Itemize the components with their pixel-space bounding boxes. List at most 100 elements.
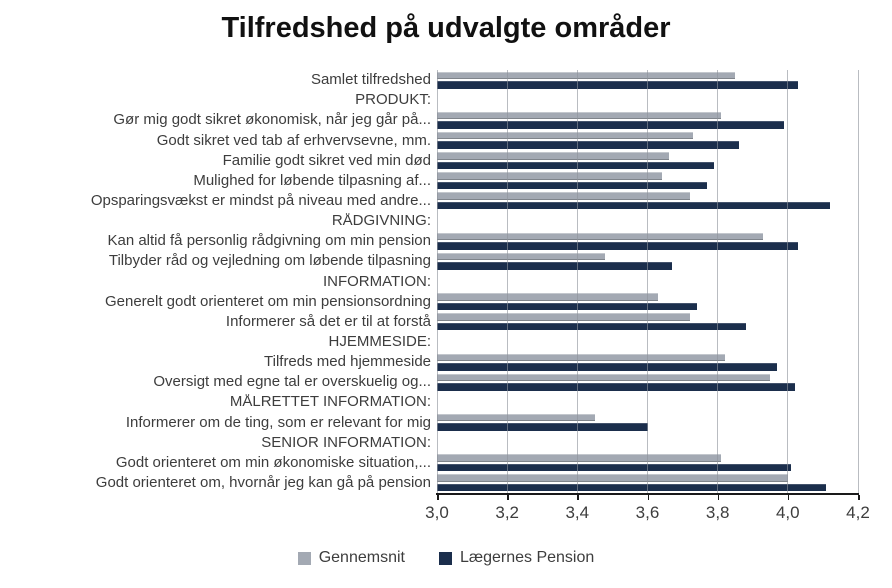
bar-cell: [437, 271, 858, 291]
bar-pair: [437, 151, 858, 171]
bar-gennemsnit: [437, 172, 662, 180]
legend-swatch-icon: [438, 551, 452, 565]
x-tick-mark: [858, 495, 860, 500]
category-row: INFORMATION:: [0, 271, 858, 291]
category-row: Informerer om de ting, som er relevant f…: [0, 412, 858, 432]
x-axis-line: [436, 493, 859, 495]
category-row: PRODUKT:: [0, 90, 858, 110]
bar-pair: [437, 412, 858, 432]
bar-l-gernes-pension: [437, 262, 673, 270]
category-label: HJEMMESIDE:: [328, 334, 431, 350]
bar-gennemsnit: [437, 71, 736, 80]
bar-cell: [437, 251, 858, 271]
bar-cell: [437, 392, 858, 412]
bar-l-gernes-pension: [437, 383, 795, 391]
bar-l-gernes-pension: [437, 121, 785, 129]
category-row: Familie godt sikret ved min død: [0, 151, 858, 171]
bar-pair: [437, 231, 858, 251]
bar-cell: [437, 90, 858, 110]
category-row: Kan altid få personlig rådgivning om min…: [0, 231, 858, 251]
category-label: Gør mig godt sikret økonomisk, når jeg g…: [113, 112, 431, 129]
bar-pair: [437, 453, 858, 473]
category-row: MÅLRETTET INFORMATION:: [0, 392, 858, 412]
bar-l-gernes-pension: [437, 141, 739, 149]
bar-cell: [437, 231, 858, 251]
bar-cell: [437, 473, 858, 493]
category-row: Tilbyder råd og vejledning om løbende ti…: [0, 251, 858, 271]
bar-gennemsnit: [437, 293, 659, 301]
category-label: Godt orienteret om, hvornår jeg kan gå p…: [95, 475, 431, 491]
x-tick-mark: [507, 495, 509, 500]
bar-pair: [437, 372, 858, 392]
x-tick-mark: [437, 495, 439, 500]
category-label: RÅDGIVNING:: [331, 213, 431, 229]
legend-item-gennemsnit: Gennemsnit: [297, 549, 405, 567]
x-tick-mark: [647, 495, 649, 500]
category-label: INFORMATION:: [322, 273, 431, 290]
legend-label: Lægernes Pension: [459, 549, 595, 566]
bar-l-gernes-pension: [437, 463, 792, 472]
category-row: Godt orienteret om, hvornår jeg kan gå p…: [0, 473, 858, 493]
bar-gennemsnit: [437, 131, 694, 140]
category-label: Familie godt sikret ved min død: [222, 152, 431, 169]
bar-cell: [437, 453, 858, 473]
bar-cell: [437, 372, 858, 392]
bar-gennemsnit: [437, 111, 722, 120]
category-row: Generelt godt orienteret om min pensions…: [0, 292, 858, 312]
category-row: Opsparingsvækst er mindst på niveau med …: [0, 191, 858, 211]
bar-gennemsnit: [437, 353, 725, 362]
bar-gennemsnit: [437, 373, 771, 382]
category-label: Generelt godt orienteret om min pensions…: [104, 293, 431, 310]
bar-cell: [437, 110, 858, 130]
bar-cell: [437, 130, 858, 150]
category-row: Informerer så det er til at forstå: [0, 312, 858, 332]
bar-l-gernes-pension: [437, 483, 827, 492]
bar-cell: [437, 352, 858, 372]
bar-gennemsnit: [437, 454, 722, 462]
category-row: Tilfreds med hjemmeside: [0, 352, 858, 372]
bar-gennemsnit: [437, 474, 788, 482]
category-label: Oversigt med egne tal er overskuelig og.…: [153, 374, 431, 391]
bar-cell: [437, 171, 858, 191]
bar-cell: [437, 70, 858, 90]
bar-cell: [437, 332, 858, 352]
legend-item-l-gernes-pension: Lægernes Pension: [438, 549, 595, 567]
x-tick-mark: [787, 495, 790, 500]
category-label: PRODUKT:: [355, 92, 431, 109]
category-label: Mulighed for løbende tilpasning af...: [193, 172, 431, 189]
bar-l-gernes-pension: [437, 322, 746, 331]
category-row: Oversigt med egne tal er overskuelig og.…: [0, 372, 858, 392]
bar-l-gernes-pension: [437, 181, 708, 190]
x-tick-label: 4,0: [775, 503, 800, 522]
x-tick-label: 3,0: [425, 503, 449, 522]
bar-pair: [437, 251, 858, 271]
category-label: Tilfreds med hjemmeside: [264, 354, 431, 370]
bar-l-gernes-pension: [437, 242, 799, 250]
bar-cell: [437, 312, 858, 332]
category-row: Samlet tilfredshed: [0, 70, 858, 90]
bar-cell: [437, 412, 858, 432]
bar-pair: [437, 191, 858, 211]
x-tick-mark: [717, 495, 720, 500]
bar-gennemsnit: [437, 232, 764, 241]
category-label: Tilbyder råd og vejledning om løbende ti…: [108, 253, 431, 270]
bar-cell: [437, 433, 858, 453]
bar-gennemsnit: [437, 313, 690, 321]
category-label: Informerer om de ting, som er relevant f…: [125, 414, 431, 431]
category-row: Gør mig godt sikret økonomisk, når jeg g…: [0, 110, 858, 130]
legend-label: Gennemsnit: [318, 549, 405, 566]
bar-l-gernes-pension: [437, 423, 648, 431]
x-tick-label: 4,2: [846, 503, 870, 522]
category-row: HJEMMESIDE:: [0, 332, 858, 352]
bar-pair: [437, 171, 858, 191]
bar-rows: Samlet tilfredshed PRODUKT: Gør mig godt s…: [0, 70, 858, 493]
category-label: SENIOR INFORMATION:: [261, 434, 431, 451]
bar-l-gernes-pension: [437, 302, 697, 311]
bar-pair: [437, 70, 858, 90]
bar-pair: [437, 312, 858, 332]
bar-cell: [437, 211, 858, 231]
category-label: Samlet tilfredshed: [310, 72, 431, 88]
plot-area: Samlet tilfredshed PRODUKT: Gør mig godt s…: [0, 70, 870, 522]
category-row: Godt orienteret om min økonomiske situat…: [0, 453, 858, 473]
x-tick-label: 3,4: [565, 503, 590, 522]
